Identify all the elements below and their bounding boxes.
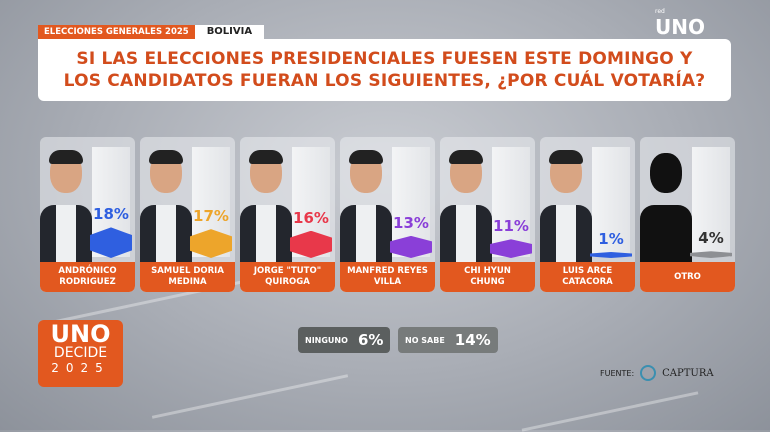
- name-line: LUIS ARCE: [562, 266, 613, 276]
- question-line-1: SI LAS ELECCIONES PRESIDENCIALES FUESEN …: [76, 49, 693, 69]
- candidate-card: 11% CHI HYUN CHUNG: [440, 137, 535, 292]
- candidate-photo: [640, 145, 692, 262]
- candidate-card: 4% OTRO: [640, 137, 735, 292]
- candidate-photo: [240, 145, 292, 262]
- source: FUENTE: CAPTURA: [600, 365, 714, 381]
- question-line-2: LOS CANDIDATOS FUERAN LOS SIGUIENTES, ¿P…: [63, 71, 706, 91]
- brand-line-3: 2025: [51, 361, 110, 375]
- bar: [390, 235, 432, 258]
- name-line: SAMUEL DORIA: [151, 266, 224, 276]
- candidate-photo: [540, 145, 592, 262]
- logo-name: UNO: [655, 15, 705, 39]
- candidate-name: JORGE "TUTO" QUIROGA: [240, 262, 335, 292]
- election-tag: ELECCIONES GENERALES 2025: [38, 25, 195, 39]
- logo-small: red: [655, 8, 665, 15]
- question-box: SI LAS ELECCIONES PRESIDENCIALES FUESEN …: [38, 39, 731, 101]
- data-label: 18%: [93, 205, 129, 224]
- brand-line-2: DECIDE: [53, 345, 108, 361]
- candidate-name: MANFRED REYES VILLA: [340, 262, 435, 292]
- data-label: 13%: [393, 213, 429, 232]
- no-sabe-pill: NO SABE 14%: [398, 327, 498, 353]
- candidate-name: CHI HYUN CHUNG: [440, 262, 535, 292]
- candidate-card: 1% LUIS ARCE CATACORA: [540, 137, 635, 292]
- name-line: RODRIGUEZ: [59, 277, 116, 287]
- candidate-name: SAMUEL DORIA MEDINA: [140, 262, 235, 292]
- data-label: 11%: [493, 217, 529, 236]
- ninguno-label: NINGUNO: [305, 335, 348, 345]
- candidate-photo: [340, 145, 392, 262]
- data-label: 17%: [193, 207, 229, 226]
- name-line: QUIROGA: [265, 277, 310, 287]
- name-line: ANDRÓNICO: [58, 266, 117, 276]
- name-line: MEDINA: [168, 277, 207, 287]
- bar: [490, 239, 532, 258]
- source-label: FUENTE:: [600, 368, 635, 378]
- captura-logo-icon: [640, 365, 657, 381]
- candidate-photo: [140, 145, 192, 262]
- candidate-name: LUIS ARCE CATACORA: [540, 262, 635, 292]
- name-line: MANFRED REYES: [347, 266, 428, 276]
- data-label: 4%: [698, 229, 724, 248]
- candidate-photo: [440, 145, 492, 262]
- uno-decide-logo: UNO DECIDE 2025: [38, 320, 123, 387]
- bar: [590, 252, 632, 258]
- candidate-name: ANDRÓNICO RODRIGUEZ: [40, 262, 135, 292]
- bar-track: [692, 147, 730, 257]
- ninguno-value: 6%: [357, 331, 384, 349]
- brand-line-1: UNO: [50, 320, 111, 348]
- name-line: CATACORA: [562, 277, 613, 287]
- bar-track: [492, 147, 530, 257]
- name-line: CHUNG: [470, 277, 505, 287]
- data-label: 1%: [598, 230, 624, 248]
- ninguno-pill: NINGUNO 6%: [298, 327, 391, 353]
- candidate-card: 16% JORGE "TUTO" QUIROGA: [240, 137, 335, 292]
- country-tag: BOLIVIA: [194, 25, 265, 39]
- name-line: CHI HYUN: [464, 266, 511, 276]
- bar: [290, 230, 332, 258]
- channel-logo: red UNO: [655, 8, 705, 39]
- no-sabe-label: NO SABE: [405, 335, 445, 345]
- no-sabe-value: 14%: [454, 331, 491, 349]
- candidate-photo: [40, 145, 92, 262]
- name-line: OTRO: [674, 271, 701, 282]
- data-label: 16%: [293, 208, 329, 227]
- source-name: CAPTURA: [662, 367, 714, 379]
- candidate-card: 17% SAMUEL DORIA MEDINA: [140, 137, 235, 292]
- header-tag: ELECCIONES GENERALES 2025 BOLIVIA: [38, 25, 265, 39]
- bar: [690, 251, 732, 258]
- candidate-card: 13% MANFRED REYES VILLA: [340, 137, 435, 292]
- bar-track: [592, 147, 630, 257]
- bar: [190, 229, 232, 258]
- candidate-card: 18% ANDRÓNICO RODRIGUEZ: [40, 137, 135, 292]
- candidate-name: OTRO: [640, 262, 735, 292]
- name-line: JORGE "TUTO": [253, 266, 322, 276]
- name-line: VILLA: [373, 277, 402, 287]
